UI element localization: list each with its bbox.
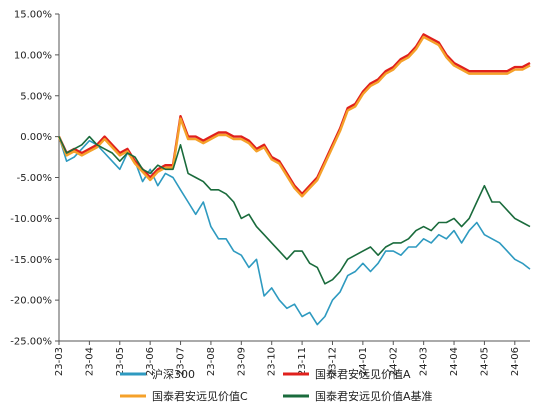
- legend: 沪深300 国泰君安远见价值A 国泰君安远见价值C 国泰君安远见价值A基准: [120, 367, 433, 403]
- x-tick-label: 24-05: [479, 347, 490, 376]
- y-tick-label: 10.00%: [14, 50, 52, 61]
- x-tick-label: 23-05: [115, 347, 126, 376]
- x-tick-label: 23-12: [327, 347, 338, 376]
- x-tick-label: 24-01: [358, 347, 369, 376]
- y-tick-label: -20.00%: [10, 296, 52, 307]
- x-tick-label: 23-03: [54, 347, 65, 376]
- x-tick-label: 23-07: [176, 347, 187, 376]
- y-tick-label: 0.00%: [20, 132, 52, 143]
- legend-label-3: 国泰君安远见价值A基准: [315, 389, 433, 403]
- y-tick-label: 5.00%: [20, 91, 52, 102]
- x-tick-label: 23-11: [297, 347, 308, 376]
- series-lines: [57, 33, 531, 326]
- y-tick-label: 15.00%: [14, 10, 52, 21]
- series-line-2: [57, 35, 531, 198]
- x-tick-label: 23-04: [84, 347, 95, 376]
- x-tick-label: 24-06: [510, 347, 521, 376]
- series-line-3: [58, 135, 531, 285]
- y-tick-label: -15.00%: [10, 255, 52, 266]
- series-line-0: [58, 136, 531, 326]
- x-tick-label: 24-02: [388, 347, 399, 376]
- legend-label-0: 沪深300: [152, 367, 195, 381]
- x-tick-label: 23-08: [206, 347, 217, 376]
- y-tick-label: -5.00%: [17, 173, 52, 184]
- x-tick-label: 23-06: [145, 347, 156, 376]
- x-tick-label: 24-03: [419, 347, 430, 376]
- series-line-1: [57, 33, 531, 196]
- x-tick-label: 23-09: [236, 347, 247, 376]
- x-tick-label: 24-04: [449, 347, 460, 376]
- y-tick-label: -10.00%: [10, 214, 52, 225]
- x-axis: 23-03 23-04 23-05 23-06 23-07 23-08 23-09 23-10…: [54, 340, 530, 376]
- legend-label-2: 国泰君安远见价值C: [152, 389, 248, 403]
- x-tick-label: 23-10: [267, 347, 278, 376]
- y-axis: 15.00% 10.00% 5.00% 0.00% -5.00% -10.00% -15.0…: [10, 10, 60, 348]
- legend-label-1: 国泰君安远见价值A: [315, 367, 411, 381]
- y-tick-label: -25.00%: [10, 337, 52, 348]
